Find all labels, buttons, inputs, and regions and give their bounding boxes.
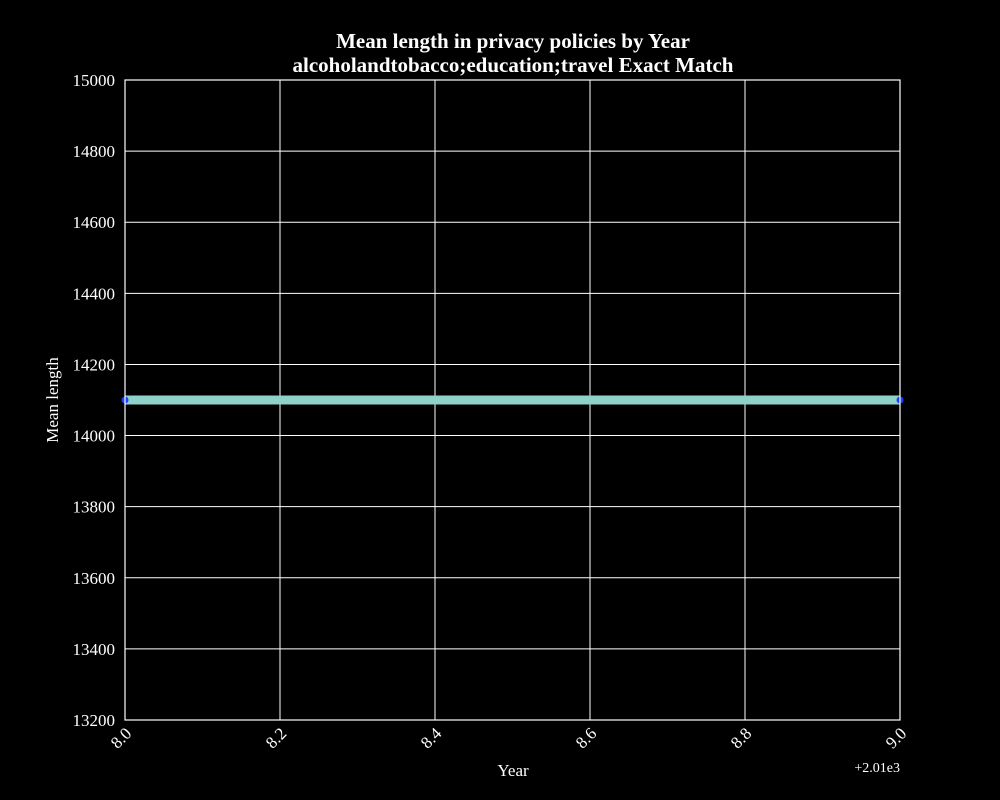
chart-title-line2: alcoholandtobacco;education;travel Exact… (293, 53, 734, 77)
y-tick-label: 14400 (73, 284, 116, 303)
y-axis-label: Mean length (43, 357, 62, 443)
y-axis-ticks: 13200 13400 13600 13800 14000 14200 14400 14600… (73, 71, 116, 730)
y-tick-label: 14800 (73, 142, 116, 161)
x-axis-offset-label: +2.01e3 (854, 761, 900, 776)
plot-frame (124, 79, 901, 721)
series-layer (121, 395, 904, 405)
y-tick-label: 14600 (73, 213, 116, 232)
y-tick-label: 15000 (73, 71, 116, 90)
y-tick-label: 14200 (73, 355, 116, 374)
y-tick-label: 13800 (73, 498, 116, 517)
chart-title-line1: Mean length in privacy policies by Year (336, 29, 690, 53)
y-tick-label: 13600 (73, 569, 116, 588)
x-axis-label: Year (497, 761, 529, 780)
y-tick-label: 14000 (73, 427, 116, 446)
y-tick-label: 13400 (73, 640, 116, 659)
y-tick-label: 13200 (73, 711, 116, 730)
